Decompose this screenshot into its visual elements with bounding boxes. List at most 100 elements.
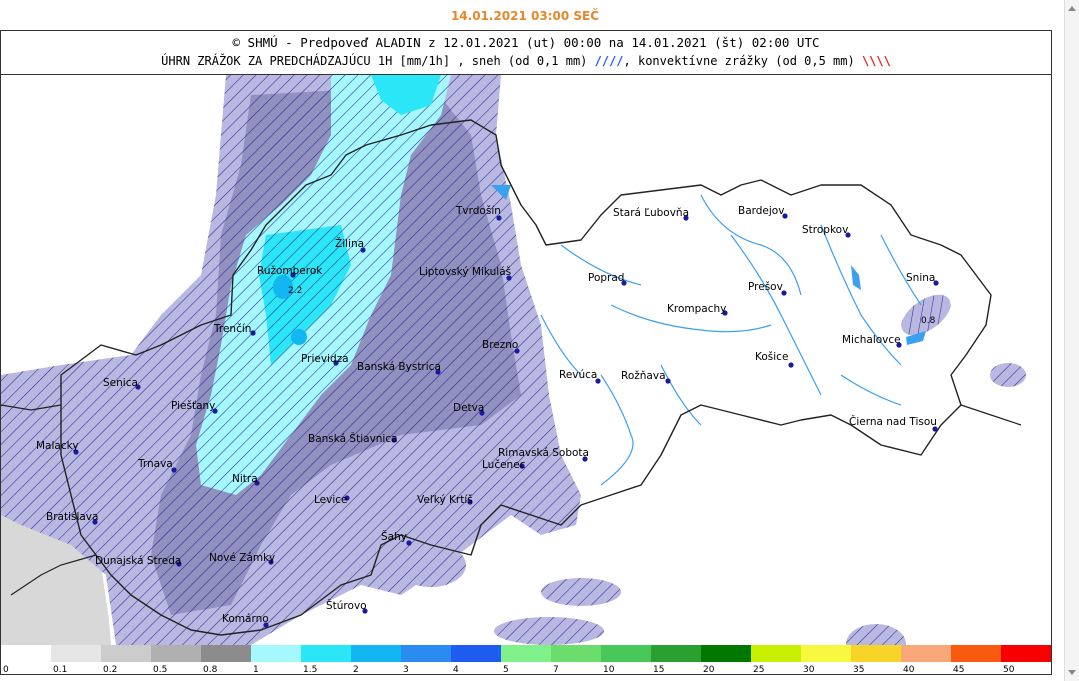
svg-text:Detva: Detva (453, 402, 484, 414)
legend-tick-label: 20 (703, 665, 715, 675)
precip-area-2mm-b (291, 329, 307, 345)
city-nove-zamky: Nové Zámky (209, 552, 275, 565)
scroll-up-arrow-icon[interactable] (1068, 6, 1076, 11)
snow-cell-sahy-hatch (396, 543, 466, 587)
map-frame: © SHMÚ - Predpoveď ALADIN z 12.01.2021 (… (0, 30, 1052, 675)
svg-text:Banská Bystrica: Banská Bystrica (357, 361, 441, 373)
value-label-2-2: 2.2 (288, 286, 302, 296)
legend-swatch (751, 645, 801, 662)
legend-tick-label: 0.2 (103, 665, 118, 675)
city-roznava: Rožňava (621, 370, 671, 384)
convective-hatch-symbol: \\\\ (861, 54, 891, 68)
header-line-2-text: ÚHRN ZRÁŽOK ZA PREDCHÁDZAJÚCU 1H [mm/1h]… (161, 54, 595, 68)
snow-hatch-symbol: //// (594, 54, 624, 68)
city-kosice: Košice (755, 351, 794, 368)
legend-swatch (401, 645, 451, 662)
svg-text:Rimavská Sobota: Rimavská Sobota (498, 447, 589, 459)
city-piestany: Piešťany (171, 400, 218, 414)
rain-area-grey-sw (1, 515, 111, 645)
scroll-down-arrow-icon[interactable] (1068, 670, 1076, 675)
svg-text:Žilina: Žilina (335, 237, 364, 250)
city-sturovo: Štúrovo (326, 599, 368, 614)
legend-tick-label: 10 (603, 665, 615, 675)
city-bratislava: Bratislava (46, 511, 98, 525)
legend-tick-label: 5 (503, 665, 509, 675)
city-sahy: Šahy (381, 530, 412, 546)
svg-text:Bardejov: Bardejov (738, 205, 784, 217)
city-zilina: Žilina (335, 237, 366, 253)
legend-swatch (551, 645, 601, 662)
svg-text:Liptovský Mikuláš: Liptovský Mikuláš (419, 266, 511, 278)
vertical-scrollbar[interactable] (1064, 0, 1079, 681)
svg-text:Poprad: Poprad (588, 272, 624, 284)
city-stropkov: Stropkov (802, 224, 851, 238)
svg-text:Piešťany: Piešťany (171, 400, 215, 412)
legend-swatch (1, 645, 52, 662)
svg-text:Štúrovo: Štúrovo (326, 599, 367, 612)
svg-text:Košice: Košice (755, 351, 788, 363)
city-poprad: Poprad (588, 272, 627, 286)
legend-swatch (251, 645, 301, 662)
precip-area-north (371, 75, 441, 115)
country-border-west (1, 404, 62, 411)
legend-tick-label: 2 (353, 665, 359, 675)
city-malacky: Malacky (36, 440, 79, 455)
lake-orava (491, 185, 511, 200)
legend-swatch (101, 645, 151, 662)
svg-text:Šahy: Šahy (381, 530, 407, 543)
legend-tick-label: 30 (803, 665, 815, 675)
legend-swatch (351, 645, 401, 662)
svg-text:Veľký Krtíš: Veľký Krtíš (417, 494, 473, 506)
legend-tick-label: 50 (1003, 665, 1015, 675)
city-presov: Prešov (748, 281, 787, 296)
legend-swatch (301, 645, 351, 662)
header-line-2-conv: , konvektívne zrážky (od 0,5 mm) (623, 54, 862, 68)
lake-zemplin (906, 331, 926, 345)
city-michalovce: Michalovce (842, 334, 902, 348)
city-trnava: Trnava (137, 458, 177, 473)
svg-text:Revúca: Revúca (559, 369, 597, 381)
legend-tick-label: 3 (403, 665, 409, 675)
legend-tick-label: 40 (903, 665, 915, 675)
city-cierna-nad-tisou: Čierna nad Tisou (849, 415, 938, 432)
svg-text:Komárno: Komárno (222, 613, 269, 625)
lake-east (851, 265, 861, 290)
precip-area-1-5mm-hatch (259, 225, 351, 365)
svg-text:Ružomberok: Ružomberok (257, 265, 323, 277)
country-border-east (960, 404, 1022, 426)
city-stara-lubovna: Stará Ľubovňa (613, 207, 689, 221)
svg-text:Prievidza: Prievidza (301, 353, 349, 365)
snow-cell-south-2-hatch (846, 624, 906, 645)
city-senica: Senica (103, 377, 141, 390)
legend-swatch (501, 645, 551, 662)
city-trencin: Trenčín (213, 323, 256, 336)
city-levice: Levice (314, 494, 350, 506)
legend-tick-label: 1 (253, 665, 259, 675)
svg-text:Brezno: Brezno (482, 339, 518, 351)
country-border-hungary (10, 554, 97, 596)
legend-swatch (851, 645, 901, 662)
svg-text:Prešov: Prešov (748, 281, 783, 293)
header-line-1: © SHMÚ - Predpoveď ALADIN z 12.01.2021 (… (232, 35, 820, 50)
precipitation-legend: 0 0.1 0.2 0.5 0.8 1 1.5 2 3 4 5 7 10 15 20 25 30 35 40 45 50 (1, 645, 1051, 675)
svg-text:Rožňava: Rožňava (621, 370, 666, 382)
city-nitra: Nitra (232, 473, 260, 486)
city-dunajska-streda: Dunajská Streda (95, 555, 182, 567)
legend-swatch (601, 645, 651, 662)
snow-cell-far-east-hatch (990, 363, 1026, 387)
snow-cell-south-1-hatch (541, 578, 621, 606)
legend-tick-label: 45 (953, 665, 965, 675)
city-prievidza: Prievidza (301, 353, 349, 366)
legend-swatch (951, 645, 1001, 662)
legend-tick-label: 15 (653, 665, 665, 675)
svg-text:Trenčín: Trenčín (213, 323, 251, 335)
city-banska-stiavnica: Banská Štiavnica (308, 432, 398, 445)
svg-text:Dunajská Streda: Dunajská Streda (95, 555, 181, 567)
legend-tick-label: 0.8 (203, 665, 218, 675)
city-velky-krtis: Veľký Krtíš (417, 494, 473, 506)
city-tvrdosin: Tvrdošín (455, 205, 502, 221)
legend-swatch (801, 645, 851, 662)
svg-text:Čierna nad Tisou: Čierna nad Tisou (849, 415, 937, 428)
snow-cell-south-3-hatch (494, 617, 604, 645)
city-markers: Stará Ľubovňa Bardejov Tvrdošín Stropkov… (36, 205, 939, 628)
